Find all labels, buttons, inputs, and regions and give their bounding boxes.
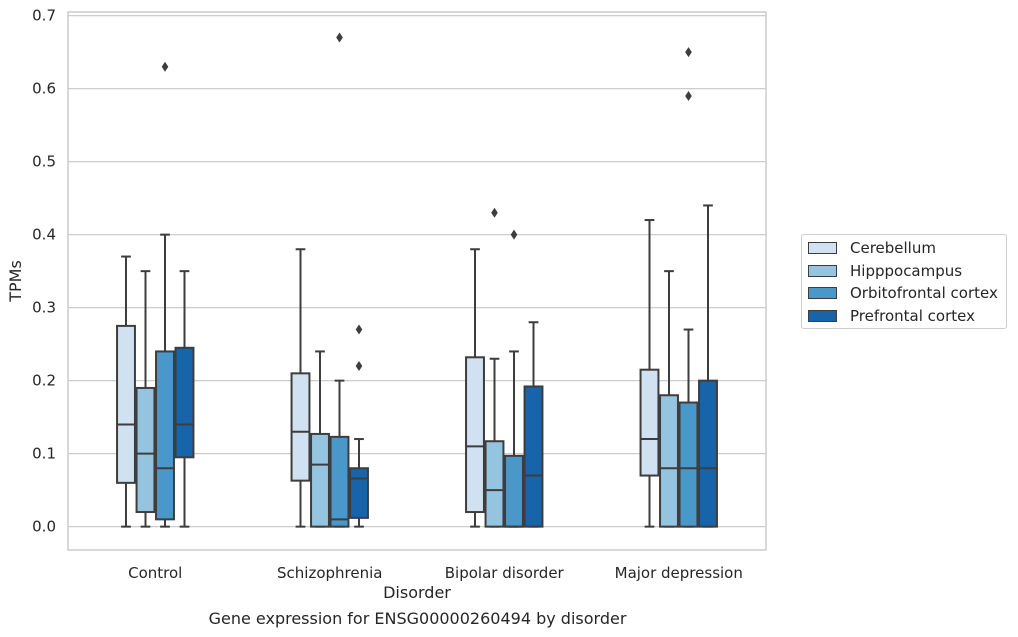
box-group [310,350,330,528]
box-group [465,248,485,528]
outlier-point [685,47,692,58]
box [465,356,485,514]
legend-label: Orbitofrontal cortex [850,284,998,302]
box [659,394,679,528]
box [135,386,156,514]
box [155,350,175,521]
box [329,435,350,528]
figure-caption: Gene expression for ENSG00000260494 by d… [208,609,627,628]
legend-item: Cerebellum [808,238,936,258]
x-tick-label: Major depression [615,564,743,582]
box [639,368,660,477]
y-tick-label: 0.7 [32,7,56,25]
x-tick-label: Bipolar disorder [445,564,565,582]
legend: Cerebellum Hipppocampus Orbitofrontal cort… [801,234,1007,329]
y-tick-label: 0.2 [32,372,56,390]
legend-label: Prefrontal cortex [850,306,975,325]
y-axis-label: TPMs [6,260,25,303]
box [290,372,311,482]
y-tick-label: 0.4 [32,226,56,244]
box-group [639,219,660,528]
legend-swatch [808,264,837,277]
box-group [135,270,156,528]
outlier-point [491,207,498,218]
box-group [155,61,175,528]
box [698,379,718,528]
outlier-point [336,32,343,43]
x-axis-label: Disorder [383,583,451,602]
y-tick-label: 0.1 [32,445,56,463]
x-tick-label: Schizophrenia [277,564,382,582]
y-tick-label: 0.5 [32,153,56,171]
x-tick-label: Control [128,564,182,582]
box-group [678,47,699,528]
box-group [698,204,718,528]
box [116,324,136,484]
box-group [484,207,505,528]
y-tick-label: 0.3 [32,299,56,317]
outlier-point [161,61,169,72]
box [504,454,524,528]
legend-item: Orbitofrontal cortex [808,283,998,303]
box [484,440,505,528]
box-marks [116,32,718,528]
legend-item: Hipppocampus [808,261,962,281]
legend-swatch [808,309,837,322]
y-tick-labels: 0.0 0.1 0.2 0.3 0.4 0.5 0.6 0.7 [32,7,56,536]
box [174,346,195,459]
box-group [290,248,311,528]
box-group [349,324,369,528]
legend-label: Cerebellum [850,239,936,257]
box [523,385,544,528]
outlier-point [510,229,518,240]
box-group [504,229,524,528]
box-group [659,270,679,528]
outlier-point [355,324,363,335]
legend-swatch [808,287,837,299]
outlier-point [355,361,363,372]
box-group [329,32,350,528]
outlier-point [685,90,692,101]
box-group [523,321,544,528]
box [678,401,699,528]
legend-item: Prefrontal cortex [808,306,975,326]
y-tick-label: 0.0 [32,518,56,536]
box [310,432,330,528]
box [349,467,369,519]
y-tick-label: 0.6 [32,80,56,98]
box-group [116,255,136,528]
box-group [174,270,195,528]
legend-swatch [808,242,837,254]
x-tick-labels: Control Schizophrenia Bipolar disorder Majo… [128,564,743,582]
legend-label: Hipppocampus [850,261,963,280]
